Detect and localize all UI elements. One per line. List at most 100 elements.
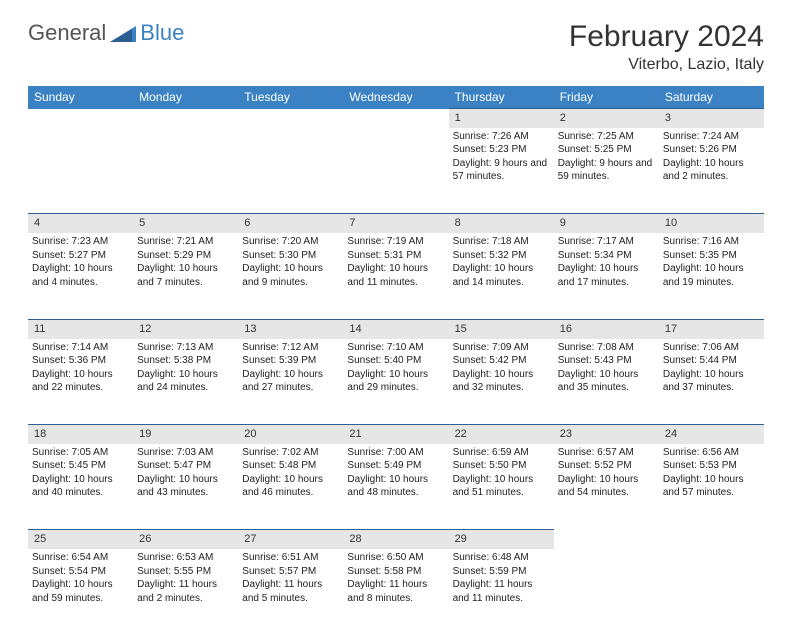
sunset-text: Sunset: 5:35 PM bbox=[663, 249, 760, 263]
day-cell: Sunrise: 6:50 AMSunset: 5:58 PMDaylight:… bbox=[343, 549, 448, 635]
sunset-text: Sunset: 5:43 PM bbox=[558, 354, 655, 368]
day-cell: Sunrise: 7:09 AMSunset: 5:42 PMDaylight:… bbox=[449, 339, 554, 425]
day-number: 18 bbox=[28, 425, 133, 444]
day-info-row: Sunrise: 7:14 AMSunset: 5:36 PMDaylight:… bbox=[28, 339, 764, 425]
sunset-text: Sunset: 5:25 PM bbox=[558, 143, 655, 157]
day-cell: Sunrise: 7:13 AMSunset: 5:38 PMDaylight:… bbox=[133, 339, 238, 425]
logo: General Blue bbox=[28, 20, 184, 46]
day-number: 19 bbox=[133, 425, 238, 444]
logo-text-blue: Blue bbox=[140, 20, 184, 46]
daylight-text: Daylight: 9 hours and 57 minutes. bbox=[453, 157, 550, 184]
day-cell: Sunrise: 7:03 AMSunset: 5:47 PMDaylight:… bbox=[133, 444, 238, 530]
day-number: 3 bbox=[659, 109, 764, 128]
daylight-text: Daylight: 10 hours and 40 minutes. bbox=[32, 473, 129, 500]
sunset-text: Sunset: 5:59 PM bbox=[453, 565, 550, 579]
daylight-text: Daylight: 10 hours and 32 minutes. bbox=[453, 368, 550, 395]
daylight-text: Daylight: 10 hours and 43 minutes. bbox=[137, 473, 234, 500]
day-number: 23 bbox=[554, 425, 659, 444]
day-cell: Sunrise: 7:17 AMSunset: 5:34 PMDaylight:… bbox=[554, 233, 659, 319]
day-cell: Sunrise: 7:19 AMSunset: 5:31 PMDaylight:… bbox=[343, 233, 448, 319]
day-number: 27 bbox=[238, 530, 343, 549]
sunrise-text: Sunrise: 7:17 AM bbox=[558, 235, 655, 249]
sunrise-text: Sunrise: 7:24 AM bbox=[663, 130, 760, 144]
weekday-header: Friday bbox=[554, 86, 659, 109]
day-number: 21 bbox=[343, 425, 448, 444]
day-number: 16 bbox=[554, 319, 659, 338]
daylight-text: Daylight: 10 hours and 2 minutes. bbox=[663, 157, 760, 184]
daylight-text: Daylight: 10 hours and 22 minutes. bbox=[32, 368, 129, 395]
daylight-text: Daylight: 9 hours and 59 minutes. bbox=[558, 157, 655, 184]
sunset-text: Sunset: 5:54 PM bbox=[32, 565, 129, 579]
day-cell: Sunrise: 7:21 AMSunset: 5:29 PMDaylight:… bbox=[133, 233, 238, 319]
daylight-text: Daylight: 10 hours and 37 minutes. bbox=[663, 368, 760, 395]
day-cell: Sunrise: 7:24 AMSunset: 5:26 PMDaylight:… bbox=[659, 128, 764, 214]
sunset-text: Sunset: 5:38 PM bbox=[137, 354, 234, 368]
day-number-row: 45678910 bbox=[28, 214, 764, 233]
daylight-text: Daylight: 10 hours and 9 minutes. bbox=[242, 262, 339, 289]
sunrise-text: Sunrise: 7:09 AM bbox=[453, 341, 550, 355]
sunrise-text: Sunrise: 6:51 AM bbox=[242, 551, 339, 565]
day-number: 11 bbox=[28, 319, 133, 338]
sunrise-text: Sunrise: 7:03 AM bbox=[137, 446, 234, 460]
day-info-row: Sunrise: 7:23 AMSunset: 5:27 PMDaylight:… bbox=[28, 233, 764, 319]
day-number: 14 bbox=[343, 319, 448, 338]
location: Viterbo, Lazio, Italy bbox=[569, 56, 764, 74]
day-cell bbox=[28, 128, 133, 214]
month-title: February 2024 bbox=[569, 20, 764, 54]
calendar-table: SundayMondayTuesdayWednesdayThursdayFrid… bbox=[28, 86, 764, 635]
daylight-text: Daylight: 11 hours and 5 minutes. bbox=[242, 578, 339, 605]
day-number bbox=[28, 109, 133, 128]
sunset-text: Sunset: 5:45 PM bbox=[32, 459, 129, 473]
day-number: 5 bbox=[133, 214, 238, 233]
day-cell: Sunrise: 7:06 AMSunset: 5:44 PMDaylight:… bbox=[659, 339, 764, 425]
sunset-text: Sunset: 5:40 PM bbox=[347, 354, 444, 368]
day-number: 28 bbox=[343, 530, 448, 549]
weekday-header: Thursday bbox=[449, 86, 554, 109]
day-cell: Sunrise: 6:53 AMSunset: 5:55 PMDaylight:… bbox=[133, 549, 238, 635]
day-cell: Sunrise: 7:25 AMSunset: 5:25 PMDaylight:… bbox=[554, 128, 659, 214]
day-cell: Sunrise: 7:20 AMSunset: 5:30 PMDaylight:… bbox=[238, 233, 343, 319]
day-number: 1 bbox=[449, 109, 554, 128]
daylight-text: Daylight: 10 hours and 54 minutes. bbox=[558, 473, 655, 500]
day-number: 10 bbox=[659, 214, 764, 233]
daylight-text: Daylight: 10 hours and 46 minutes. bbox=[242, 473, 339, 500]
day-number: 24 bbox=[659, 425, 764, 444]
day-number bbox=[343, 109, 448, 128]
sunrise-text: Sunrise: 6:53 AM bbox=[137, 551, 234, 565]
logo-text-general: General bbox=[28, 20, 106, 46]
day-number-row: 18192021222324 bbox=[28, 425, 764, 444]
day-cell: Sunrise: 7:10 AMSunset: 5:40 PMDaylight:… bbox=[343, 339, 448, 425]
day-cell: Sunrise: 7:00 AMSunset: 5:49 PMDaylight:… bbox=[343, 444, 448, 530]
sunrise-text: Sunrise: 7:06 AM bbox=[663, 341, 760, 355]
day-number: 13 bbox=[238, 319, 343, 338]
sunrise-text: Sunrise: 6:57 AM bbox=[558, 446, 655, 460]
sunrise-text: Sunrise: 7:14 AM bbox=[32, 341, 129, 355]
sunrise-text: Sunrise: 7:08 AM bbox=[558, 341, 655, 355]
sunset-text: Sunset: 5:30 PM bbox=[242, 249, 339, 263]
day-number: 17 bbox=[659, 319, 764, 338]
daylight-text: Daylight: 10 hours and 19 minutes. bbox=[663, 262, 760, 289]
day-cell bbox=[238, 128, 343, 214]
sunset-text: Sunset: 5:55 PM bbox=[137, 565, 234, 579]
sunrise-text: Sunrise: 6:50 AM bbox=[347, 551, 444, 565]
sunrise-text: Sunrise: 7:12 AM bbox=[242, 341, 339, 355]
day-cell bbox=[659, 549, 764, 635]
day-number bbox=[659, 530, 764, 549]
sunrise-text: Sunrise: 7:05 AM bbox=[32, 446, 129, 460]
day-number bbox=[554, 530, 659, 549]
sunrise-text: Sunrise: 6:56 AM bbox=[663, 446, 760, 460]
title-block: February 2024 Viterbo, Lazio, Italy bbox=[569, 20, 764, 74]
day-number: 25 bbox=[28, 530, 133, 549]
day-cell: Sunrise: 6:56 AMSunset: 5:53 PMDaylight:… bbox=[659, 444, 764, 530]
sunrise-text: Sunrise: 7:25 AM bbox=[558, 130, 655, 144]
daylight-text: Daylight: 10 hours and 24 minutes. bbox=[137, 368, 234, 395]
daylight-text: Daylight: 10 hours and 14 minutes. bbox=[453, 262, 550, 289]
day-cell: Sunrise: 6:57 AMSunset: 5:52 PMDaylight:… bbox=[554, 444, 659, 530]
day-number: 2 bbox=[554, 109, 659, 128]
day-number-row: 123 bbox=[28, 109, 764, 128]
daylight-text: Daylight: 10 hours and 4 minutes. bbox=[32, 262, 129, 289]
day-number bbox=[133, 109, 238, 128]
sunrise-text: Sunrise: 6:59 AM bbox=[453, 446, 550, 460]
day-cell bbox=[133, 128, 238, 214]
daylight-text: Daylight: 10 hours and 57 minutes. bbox=[663, 473, 760, 500]
